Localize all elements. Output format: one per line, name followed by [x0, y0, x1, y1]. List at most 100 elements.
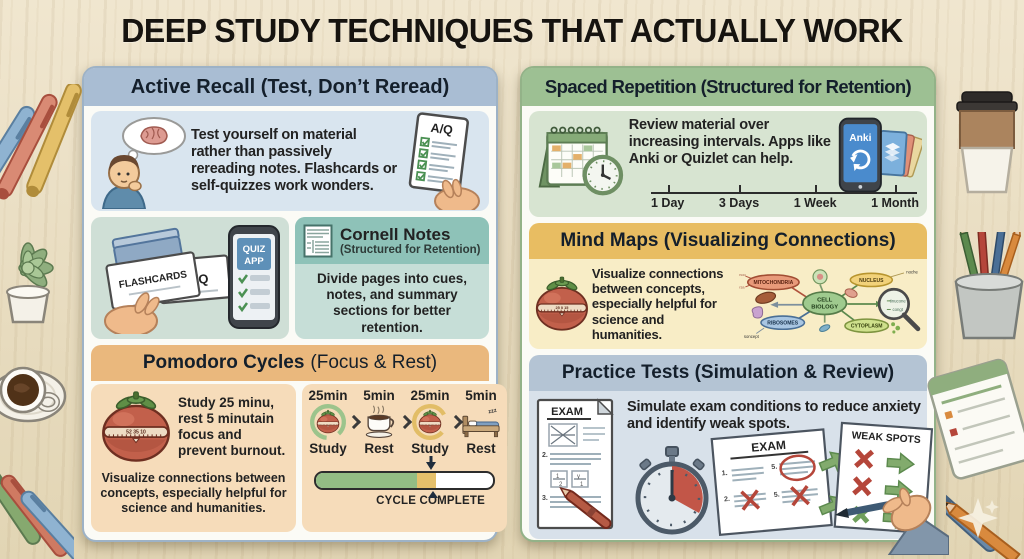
cycle-label: Rest	[364, 441, 394, 456]
panel-active-recall: Active Recall (Test, Don’t Reread) Test …	[82, 66, 507, 542]
panel-spaced-repetition: Spaced Repetition (Structured for Retent…	[520, 66, 949, 555]
cycle-icons-row: zzz	[308, 403, 501, 441]
svg-text:2.: 2.	[724, 496, 730, 503]
pomodoro-cycle-box: 25min 5min 25min 5min	[302, 384, 507, 532]
tomato-dial-numbers: 25 0 15	[555, 305, 569, 310]
spaced-repetition-body: Review material over increasing interval…	[628, 117, 831, 167]
cornell-notes-header: Cornell Notes (Structured for Retention)	[294, 217, 489, 264]
svg-text:1.: 1.	[721, 470, 727, 477]
coffee-cup-icon	[365, 405, 395, 438]
stopwatch-icon	[635, 446, 709, 535]
takeaway-coffee-icon	[956, 91, 1018, 194]
timeline-tick-label: 1 Day	[651, 185, 685, 210]
cycle-duration: 5min	[465, 388, 497, 403]
spaced-repetition-section: Review material over increasing interval…	[529, 111, 927, 217]
coffee-cup-top-icon	[0, 366, 67, 423]
thinking-person-icon	[101, 117, 186, 209]
review-interval-timeline: 1 Day 3 Days 1 Week 1 Month	[651, 185, 919, 214]
pomodoro-title: Pomodoro Cycles	[142, 352, 305, 373]
exam-paper-icon: EXAM 2. 12 y1 3.	[536, 398, 614, 530]
page-title: DEEP STUDY TECHNIQUES THAT ACTUALLY WORK	[121, 12, 903, 49]
sparkle-icon	[958, 498, 999, 538]
pomodoro-note: Visualize connections between concepts, …	[100, 471, 287, 515]
pomodoro-left-box: 52 35 10 Study 25 minu, rest 5 minutain …	[91, 384, 296, 532]
practice-tests-header-label: Practice Tests (Simulation & Review)	[561, 362, 895, 383]
pomodoro-body: Study 25 minu, rest 5 minutain focus and…	[178, 395, 286, 458]
active-recall-section: Test yourself on material rather than pa…	[91, 111, 489, 211]
active-recall-body: Test yourself on material rather than pa…	[191, 127, 397, 194]
quiz-app-phone-icon: QUIZ APP	[227, 225, 280, 329]
timeline-tick-label: 1 Week	[793, 185, 837, 210]
tomato-timer-icon: 25 0 15	[535, 276, 588, 331]
progress-segment-yellow	[416, 473, 437, 488]
exam-sheet-title: EXAM	[751, 438, 787, 455]
mindmap-stray-label: noche	[906, 270, 918, 275]
svg-text:2.: 2.	[542, 452, 548, 459]
quiz-card-title: A/Q	[430, 121, 454, 138]
mindmap-lens-label: tinucone	[890, 298, 907, 303]
svg-text:5.: 5.	[774, 491, 780, 498]
exam-answer-sheet: EXAM 1. 2. 5. 5.	[708, 426, 837, 545]
active-recall-header: Active Recall (Test, Don’t Reread)	[84, 68, 496, 106]
svg-text:3.: 3.	[542, 495, 548, 502]
cornell-notes-subtitle: (Structured for Retention)	[339, 243, 481, 256]
study-tomato-ring-icon	[412, 404, 448, 440]
quiz-card-icon: A/Q	[408, 112, 480, 210]
cycle-labels-row: Study Rest Study Rest	[308, 441, 501, 456]
mindmap-center-line1: CELL	[817, 298, 833, 304]
cycle-label: Study	[309, 441, 347, 456]
arrow-down-icon	[426, 456, 437, 470]
cycle-label: Study	[411, 441, 449, 456]
active-recall-row2: A/Q FLASHCARDS QUIZ	[91, 217, 489, 339]
timeline-tick-label: 1 Month	[871, 185, 919, 210]
svg-text:y: y	[577, 474, 580, 480]
practice-tests-section: Simulate exam conditions to reduce anxie…	[529, 391, 949, 555]
svg-text:1: 1	[556, 474, 560, 480]
chevron-right-icon	[397, 414, 412, 430]
pens-top-left-icon	[0, 84, 82, 202]
anki-label: Anki	[849, 133, 871, 144]
cycle-label: Rest	[466, 441, 496, 456]
pencil-cup-icon	[954, 232, 1024, 340]
mind-maps-header: Mind Maps (Visualizing Connections)	[529, 223, 927, 259]
svg-text:1: 1	[580, 482, 584, 488]
svg-text:5.: 5.	[771, 464, 777, 471]
exam-paper-title: EXAM	[551, 406, 583, 418]
quiz-app-line1: QUIZ	[243, 244, 266, 255]
cycle-progress: CYCLE COMPLETE	[314, 456, 495, 507]
mind-maps-body: Visualize connections between concepts, …	[591, 266, 724, 342]
timeline-axis	[651, 192, 917, 194]
tomato-dial-numbers: 52 35 10	[126, 430, 146, 436]
exam-sheet-icon: EXAM 1. 2. 5. 5.	[710, 428, 833, 536]
notes-page-icon	[303, 224, 333, 258]
notepad-icon	[927, 358, 1024, 480]
anki-phone-icon: Anki	[838, 117, 922, 193]
flashcards-phone-icon: A/Q FLASHCARDS QUIZ	[103, 225, 280, 334]
cycle-progress-bar	[314, 471, 495, 490]
mind-map-diagram: MITOCHONDRIA NUCLEUS CELL BIOLOGY RIBOSO…	[739, 269, 921, 339]
pomodoro-row: 52 35 10 Study 25 minu, rest 5 minutain …	[91, 384, 507, 532]
mindmap-stray-label: soncept	[744, 334, 760, 339]
svg-text:2: 2	[559, 482, 563, 488]
marker-triangle-icon	[428, 491, 439, 498]
timeline-tick-label: 3 Days	[718, 185, 760, 210]
cornell-notes-card: Cornell Notes (Structured for Retention)…	[294, 217, 489, 339]
mindmap-stray-label: noo	[739, 272, 745, 277]
active-recall-header-label: Active Recall (Test, Don’t Reread)	[130, 75, 450, 98]
progress-segment-green	[316, 473, 417, 488]
tomato-timer-icon: 52 35 10	[102, 390, 170, 462]
mindmap-stray-label: rsa	[739, 284, 745, 289]
cornell-notes-title: Cornell Notes	[339, 225, 451, 245]
mindmap-center-line2: BIOLOGY	[811, 305, 838, 311]
pens-bottom-left-icon	[0, 460, 74, 559]
cycle-duration: 25min	[410, 388, 450, 403]
practice-tests-body: Simulate exam conditions to reduce anxie…	[627, 399, 921, 433]
mindmap-node-ribosomes: RIBOSOMES	[767, 321, 798, 327]
chevron-right-icon	[346, 414, 361, 430]
practice-tests-header: Practice Tests (Simulation & Review)	[529, 355, 927, 391]
mindmap-node-cytoplasm: CYTOPLASM	[851, 324, 883, 330]
magnifier-icon	[877, 287, 910, 321]
mind-maps-header-label: Mind Maps (Visualizing Connections)	[560, 230, 896, 251]
cycle-duration: 5min	[363, 388, 395, 403]
